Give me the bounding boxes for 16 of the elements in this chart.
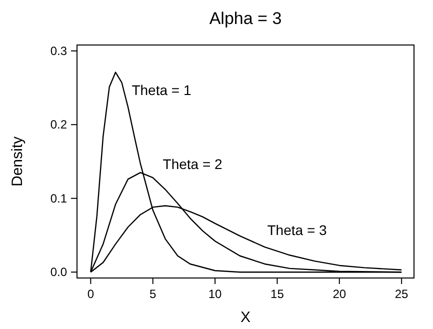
y-tick-label: 0.2 [50, 118, 68, 132]
x-tick-label: 5 [150, 287, 157, 301]
x-tick-label: 15 [270, 287, 284, 301]
x-tick-label: 25 [394, 287, 409, 301]
series-label: Theta = 3 [267, 222, 328, 238]
y-tick-label: 0.3 [50, 44, 68, 58]
y-tick-label: 0.1 [50, 191, 68, 206]
x-tick-label: 10 [208, 287, 222, 301]
x-axis-title: X [240, 309, 251, 326]
series-label: Theta = 1 [132, 82, 192, 98]
y-axis-title: Density [9, 136, 26, 187]
x-tick-label: 0 [87, 287, 94, 301]
y-tick-label: 0.0 [50, 265, 68, 280]
series-label: Theta = 2 [162, 156, 223, 172]
chart-title: Alpha = 3 [209, 9, 282, 28]
x-tick-label: 20 [332, 287, 346, 301]
